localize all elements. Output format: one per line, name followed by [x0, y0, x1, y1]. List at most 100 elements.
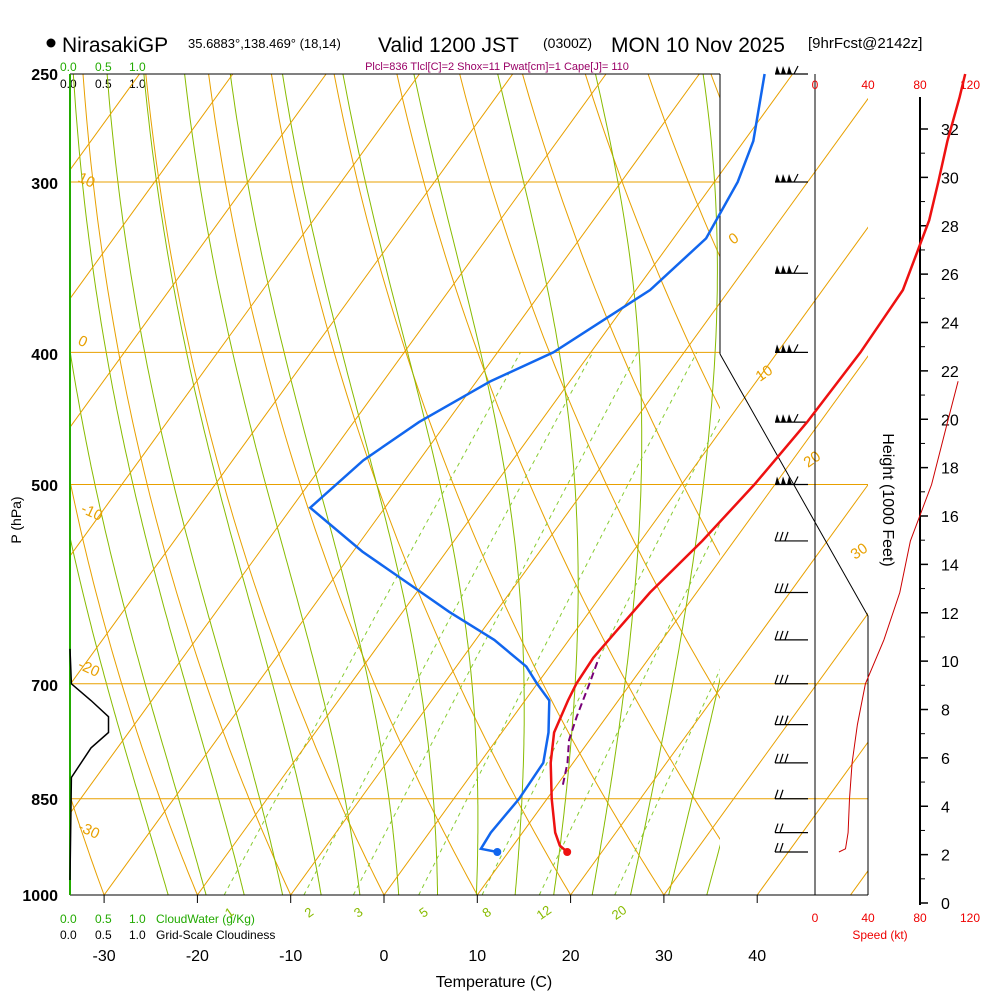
pressure-tick-500: 500: [31, 478, 58, 495]
speed-tick-top-80: 80: [913, 78, 927, 92]
mixing-ratio-label: 5: [416, 904, 431, 920]
cloudiness-scale-bottom-1: 0.5: [95, 928, 112, 942]
dry-adiabat-line: [333, 74, 665, 895]
dry-adiabat-line: [396, 74, 720, 841]
cloudiness-scale-bottom-2: 1.0: [129, 928, 146, 942]
isotherm-line: [570, 483, 868, 895]
mixing-ratio-label: 20: [609, 902, 629, 923]
parcel-parameters: Plcl=836 Tlcl[C]=2 Shox=11 Pwat[cm]=1 Ca…: [365, 61, 629, 73]
y-axis-label: P (hPa): [8, 496, 24, 543]
station-coords: 35.6883°,138.469° (18,14): [188, 36, 341, 51]
parcel-line: [561, 657, 600, 785]
pressure-tick-1000: 1000: [22, 888, 58, 905]
cloudiness-profile: [69, 648, 110, 881]
cloudiness-scale-top-1: 0.5: [95, 77, 112, 91]
x-tick-label: 10: [468, 948, 486, 965]
dry-adiabat-line: [70, 794, 105, 895]
isotherm-line: [290, 97, 868, 895]
isotherm-label: -30: [75, 818, 102, 843]
moist-adiabat-line: [70, 534, 169, 895]
valid-time: Valid 1200 JST: [378, 34, 519, 57]
isotherm-label: 0: [726, 230, 743, 249]
cloudiness-line: [69, 648, 110, 881]
x-tick-label: -10: [279, 948, 302, 965]
height-tick-label: 4: [941, 799, 950, 816]
isotherm-label: 30: [848, 540, 871, 563]
wind-barb: [774, 630, 808, 641]
mixing-ratio-line: [481, 417, 720, 895]
mixing-ratio-label: 8: [479, 904, 494, 920]
isotherm-label: 0: [75, 332, 90, 351]
cloudwater-scale-top-2: 1.0: [129, 60, 146, 74]
isotherm-line: [70, 74, 327, 429]
cloudiness-label: Grid-Scale Cloudiness: [156, 928, 275, 942]
wind-barb: [775, 65, 808, 75]
wind-barb: [774, 674, 808, 685]
moist-adiabat-line: [591, 74, 643, 895]
height-tick-label: 2: [941, 848, 950, 865]
moist-adiabat-line: [706, 844, 720, 895]
x-tick-label: 20: [562, 948, 580, 965]
moist-adiabat-line: [497, 74, 579, 895]
isotherm-line: [663, 612, 868, 895]
cloudwater-scale-bottom-2: 1.0: [129, 912, 146, 926]
moist-adiabat-line: [736, 74, 977, 924]
wind-barb: [775, 413, 808, 423]
height-tick-label: 16: [941, 509, 959, 526]
mixing-ratio-line: [614, 668, 720, 895]
mixing-ratio-label: 3: [351, 904, 366, 920]
height-tick-label: 18: [941, 461, 959, 478]
cloudwater-scale-bottom-1: 0.5: [95, 912, 112, 926]
sounding-lines: [308, 73, 967, 856]
speed-tick-top-120: 120: [960, 78, 980, 92]
isotherm-line: [70, 74, 420, 557]
cloudwater-scale-bottom-0: 0.0: [60, 912, 77, 926]
wind-barb: [774, 842, 808, 853]
mixing-ratio-line: [418, 352, 698, 895]
height-tick-label: 22: [941, 364, 959, 381]
x-axis-label: Temperature (C): [436, 974, 552, 991]
moist-adiabat-line: [72, 74, 245, 895]
x-tick-label: 30: [655, 948, 673, 965]
moist-adiabat-line: [342, 74, 479, 895]
wind-barb: [774, 789, 808, 800]
speed-tick-top-0: 0: [812, 78, 819, 92]
x-tick-label: 40: [748, 948, 766, 965]
height-tick-label: 14: [941, 557, 959, 574]
cloudwater-scale-top-0: 0.0: [60, 60, 77, 74]
moist-adiabat-line: [106, 74, 284, 895]
x-tick-label: -30: [93, 948, 116, 965]
pressure-tick-300: 300: [31, 176, 58, 193]
wind-barb: [774, 753, 808, 764]
cloudiness-scale-top-0: 0.0: [60, 77, 77, 91]
dewpoint-line: [308, 73, 766, 854]
isotherm-label: 10: [75, 169, 97, 191]
wind-barb: [775, 476, 808, 486]
height-tick-label: 8: [941, 703, 950, 720]
dry-adiabat-line: [826, 50, 1000, 924]
isotherm-label: 20: [801, 448, 824, 471]
isotherm-line: [383, 226, 868, 895]
x-axis-ticks: -30 -20 -10 0 10 20 30 40: [93, 895, 766, 965]
temperature-line: [549, 73, 967, 853]
speed-axis-label: Speed (kt): [852, 928, 907, 942]
surface-dewpoint-dot: [493, 848, 502, 856]
dry-adiabat-line: [270, 74, 572, 895]
moist-adiabat-line: [629, 74, 718, 895]
wind-barb: [775, 344, 808, 353]
dry-adiabat-line: [82, 74, 292, 895]
dry-adiabat-line: [459, 74, 720, 699]
height-tick-label: 30: [941, 170, 959, 187]
isotherm-line: [850, 870, 868, 895]
cloudwater-scale-top-1: 0.5: [95, 60, 112, 74]
surface-temperature-dot: [563, 848, 572, 856]
pressure-tick-400: 400: [31, 347, 58, 364]
isotherm-line: [70, 74, 234, 300]
moist-adiabat-line: [282, 74, 439, 895]
speed-tick-top-40: 40: [861, 78, 875, 92]
height-tick-label: 24: [941, 316, 959, 333]
wind-speed-profile: [838, 381, 959, 853]
speed-tick-bottom-80: 80: [913, 911, 927, 925]
isotherm-line: [756, 741, 868, 895]
